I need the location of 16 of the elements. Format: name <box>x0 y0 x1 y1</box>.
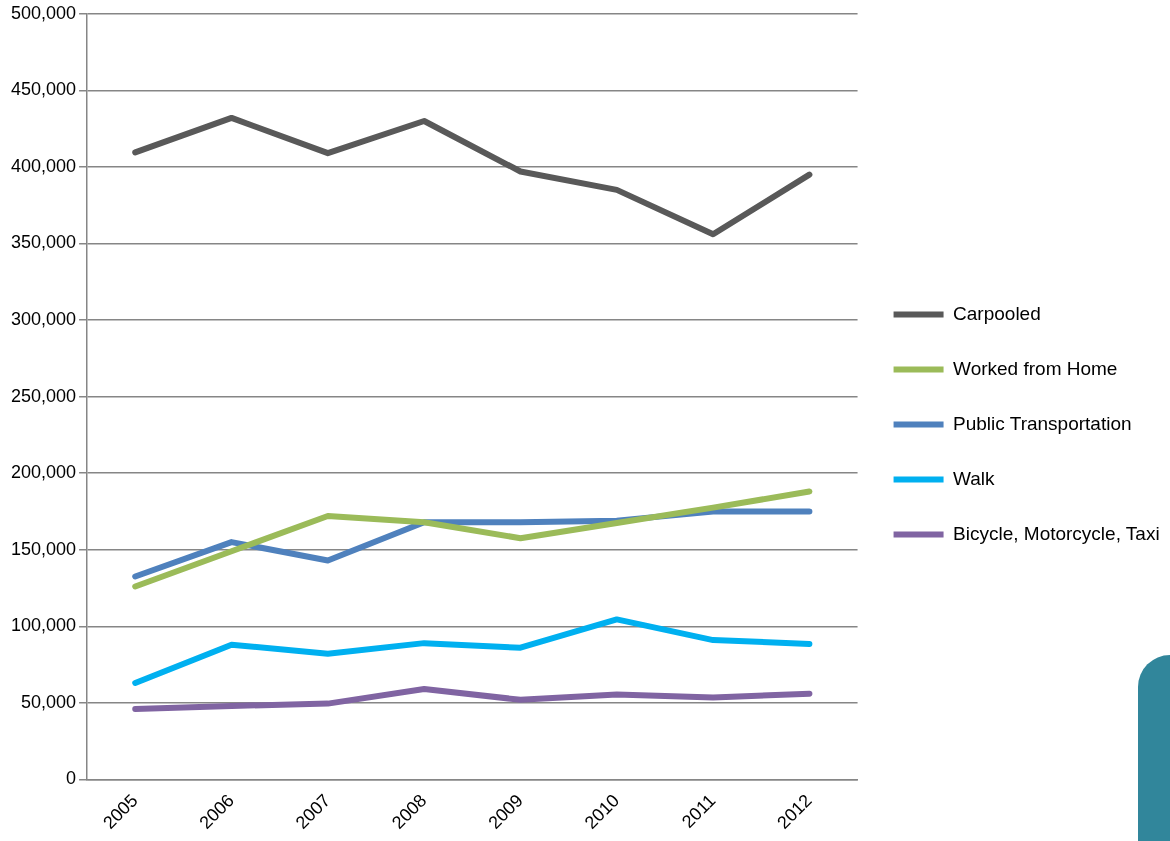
y-tick-label: 100,000 <box>10 615 77 636</box>
y-tick-label: 0 <box>66 768 77 789</box>
legend-label: Carpooled <box>953 302 1041 324</box>
y-tick-label: 500,000 <box>10 2 77 23</box>
y-tick-label: 50,000 <box>21 691 77 712</box>
y-tick-label: 300,000 <box>10 309 77 330</box>
y-tick-label: 400,000 <box>10 155 77 176</box>
legend-label: Walk <box>953 467 996 489</box>
y-tick-label: 350,000 <box>10 232 77 253</box>
y-tick-label: 450,000 <box>10 79 77 100</box>
legend-label: Worked from Home <box>953 357 1118 379</box>
y-tick-label: 200,000 <box>10 462 77 483</box>
legend-label: Bicycle, Motorcycle, Taxi <box>953 522 1160 544</box>
y-tick-label: 150,000 <box>10 538 77 559</box>
y-tick-label: 250,000 <box>10 385 77 406</box>
legend-label: Public Transportation <box>953 412 1132 434</box>
